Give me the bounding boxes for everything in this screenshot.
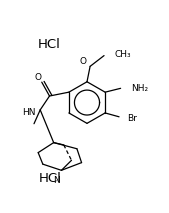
Text: HCl: HCl <box>38 38 61 51</box>
Text: HN: HN <box>23 108 36 117</box>
Text: O: O <box>80 57 87 66</box>
Text: O: O <box>34 73 41 82</box>
Text: CH₃: CH₃ <box>115 50 131 59</box>
Text: N: N <box>53 177 60 186</box>
Text: HCl: HCl <box>39 172 61 185</box>
Text: Br: Br <box>127 114 137 123</box>
Text: NH₂: NH₂ <box>131 84 149 93</box>
